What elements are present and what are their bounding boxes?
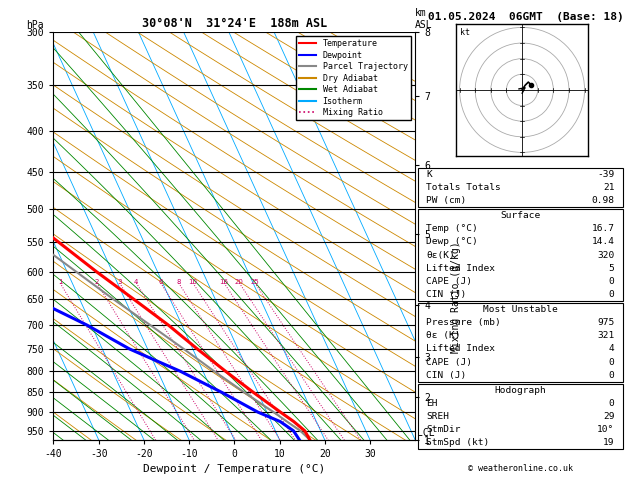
Text: LCL: LCL [417, 428, 435, 438]
Text: -39: -39 [598, 170, 615, 179]
Text: StmDir: StmDir [426, 425, 461, 434]
Text: 0: 0 [609, 358, 615, 366]
Text: Most Unstable: Most Unstable [483, 305, 558, 314]
Text: 10°: 10° [598, 425, 615, 434]
Text: 25: 25 [250, 279, 259, 285]
Text: Mixing Ratio (g/kg): Mixing Ratio (g/kg) [451, 241, 461, 353]
Text: EH: EH [426, 399, 438, 408]
Text: 975: 975 [598, 318, 615, 327]
Text: 0: 0 [609, 277, 615, 286]
Bar [418, 168, 623, 207]
Text: Hodograph: Hodograph [494, 386, 547, 395]
Text: 10: 10 [189, 279, 198, 285]
Text: 8: 8 [176, 279, 181, 285]
Text: 1: 1 [58, 279, 62, 285]
Text: 320: 320 [598, 250, 615, 260]
Text: 3: 3 [118, 279, 122, 285]
Text: 0.98: 0.98 [591, 196, 615, 205]
Text: SREH: SREH [426, 412, 450, 421]
Text: Temp (°C): Temp (°C) [426, 224, 478, 233]
Text: Surface: Surface [501, 211, 540, 220]
Text: kt: kt [460, 28, 470, 37]
Bar [418, 303, 623, 382]
Text: θε (K): θε (K) [426, 331, 461, 340]
Legend: Temperature, Dewpoint, Parcel Trajectory, Dry Adiabat, Wet Adiabat, Isotherm, Mi: Temperature, Dewpoint, Parcel Trajectory… [296, 36, 411, 121]
X-axis label: Dewpoint / Temperature (°C): Dewpoint / Temperature (°C) [143, 465, 325, 474]
Bar [418, 384, 623, 450]
Text: 20: 20 [235, 279, 244, 285]
Text: 0: 0 [609, 290, 615, 299]
Text: km
ASL: km ASL [415, 8, 433, 30]
Text: 21: 21 [603, 183, 615, 192]
Text: Dewp (°C): Dewp (°C) [426, 237, 478, 246]
Text: 6: 6 [159, 279, 163, 285]
Text: 2: 2 [95, 279, 99, 285]
Title: 30°08'N  31°24'E  188m ASL: 30°08'N 31°24'E 188m ASL [142, 17, 327, 31]
Text: 01.05.2024  06GMT  (Base: 18): 01.05.2024 06GMT (Base: 18) [428, 12, 623, 22]
Text: 0: 0 [609, 371, 615, 380]
Text: K: K [426, 170, 432, 179]
Text: θε(K): θε(K) [426, 250, 455, 260]
Text: 4: 4 [134, 279, 138, 285]
Text: Lifted Index: Lifted Index [426, 264, 496, 273]
Text: Lifted Index: Lifted Index [426, 345, 496, 353]
Text: StmSpd (kt): StmSpd (kt) [426, 438, 490, 448]
Text: Pressure (mb): Pressure (mb) [426, 318, 501, 327]
Text: PW (cm): PW (cm) [426, 196, 467, 205]
Text: hPa: hPa [26, 19, 44, 30]
Text: 5: 5 [609, 264, 615, 273]
Bar [418, 209, 623, 301]
Text: CIN (J): CIN (J) [426, 371, 467, 380]
Text: 29: 29 [603, 412, 615, 421]
Text: © weatheronline.co.uk: © weatheronline.co.uk [468, 464, 573, 473]
Text: CAPE (J): CAPE (J) [426, 358, 472, 366]
Text: 0: 0 [609, 399, 615, 408]
Text: 4: 4 [609, 345, 615, 353]
Text: 19: 19 [603, 438, 615, 448]
Text: 14.4: 14.4 [591, 237, 615, 246]
Text: CAPE (J): CAPE (J) [426, 277, 472, 286]
Text: 16.7: 16.7 [591, 224, 615, 233]
Text: CIN (J): CIN (J) [426, 290, 467, 299]
Text: Totals Totals: Totals Totals [426, 183, 501, 192]
Text: 321: 321 [598, 331, 615, 340]
Text: 16: 16 [220, 279, 228, 285]
